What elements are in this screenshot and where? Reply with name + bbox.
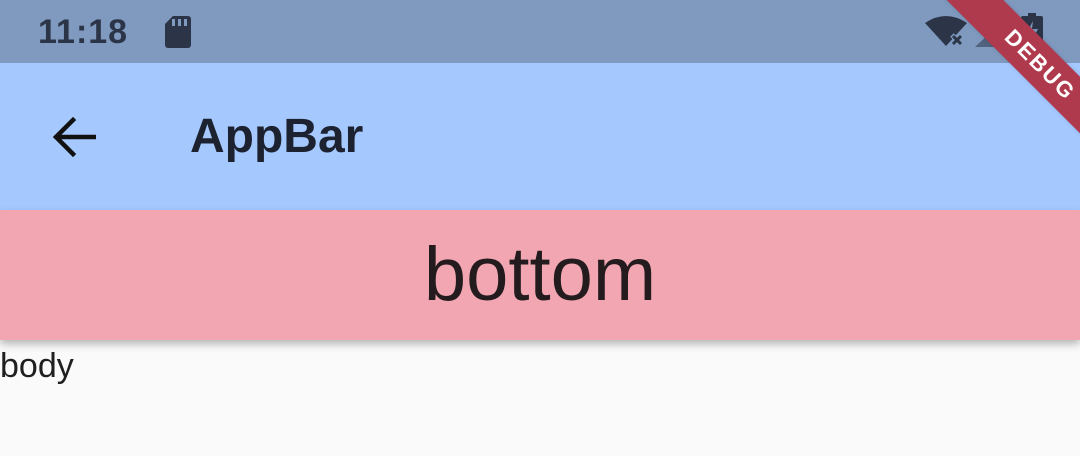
wifi-off-icon <box>925 16 967 47</box>
body-content: body <box>0 340 1080 456</box>
body-text: body <box>0 347 74 385</box>
app-bar: AppBar <box>0 63 1080 210</box>
arrow-back-icon <box>52 117 96 157</box>
status-time: 11:18 <box>38 13 129 51</box>
bottom-label: bottom <box>423 232 657 317</box>
status-bar: 11:18 <box>0 0 1080 63</box>
back-button[interactable] <box>30 102 118 172</box>
page-title: AppBar <box>190 110 364 163</box>
sd-card-icon <box>165 16 191 48</box>
app-bar-bottom: bottom <box>0 210 1080 340</box>
